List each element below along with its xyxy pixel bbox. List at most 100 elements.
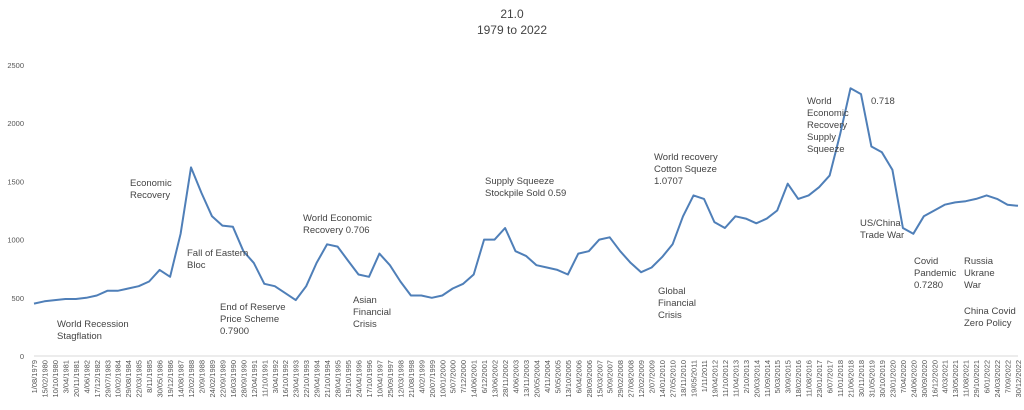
y-tick-label: 1500 [7,177,24,186]
x-tick-label: 22/10/1993 [302,360,311,398]
x-tick-label: 24/03/2022 [993,360,1002,398]
annotation: China Covid [964,306,1016,317]
annotation: Crisis [353,319,377,330]
annotation: World Economic [303,213,372,224]
x-tick-label: 11/08/2021 [962,360,971,397]
x-tick-label: 23/04/1993 [292,360,301,398]
x-tick-label: 13/06/2002 [491,360,500,398]
data-line [33,87,1019,305]
annotation: Stagflation [57,331,102,342]
x-tick-label: 17/10/1996 [365,360,374,398]
x-tick-label: 10/01/2000 [438,360,447,398]
annotation: Squeeze [807,144,845,155]
x-tick-label: 6/04/2006 [574,360,583,393]
x-tick-label: 27/05/2010 [669,360,678,398]
x-tick-label: 25/09/1997 [386,360,395,398]
x-tick-label: 2/09/1988 [197,360,206,393]
annotation: Russia [964,256,994,267]
x-tick-label: 30/12/2022 [1014,360,1023,398]
x-tick-label: 18/11/2010 [679,360,688,397]
x-tick-label: 29/08/1984 [124,360,133,398]
x-tick-label: 3/04/1981 [61,360,70,393]
x-tick-label: 6/12/2001 [480,360,489,393]
x-tick-label: 4/11/2004 [543,360,552,393]
x-tick-label: 12/04/1991 [250,360,259,398]
x-tick-label: 4/06/2003 [512,360,521,393]
x-tick-label: 16/03/1990 [229,360,238,398]
annotation: Recovery 0.706 [303,225,370,236]
x-tick-label: 7/04/2020 [899,360,908,393]
y-tick-label: 1000 [7,236,24,245]
annotation: Supply [807,132,836,143]
x-tick-label: 20/05/2004 [532,360,541,398]
x-tick-label: 14/08/1987 [177,360,186,398]
x-tick-label: 28/04/1995 [334,360,343,398]
annotation: Pandemic [914,268,956,279]
x-tick-label: 5/05/2005 [553,360,562,393]
x-tick-label: 18/02/2016 [794,360,803,398]
x-tick-label: 20/11/1981 [72,360,81,397]
y-tick-label: 2500 [7,61,24,70]
x-tick-label: 19/05/2011 [689,360,698,397]
x-tick-label: 1/11/2011 [700,360,709,392]
annotation: World Recession [57,319,129,330]
annotation: Financial [658,298,696,309]
annotation: 0.7900 [220,326,249,337]
x-tick-label: 28/09/2006 [585,360,594,398]
x-tick-label: 21/06/2018 [847,360,856,398]
y-tick-label: 2000 [7,119,24,128]
x-tick-label: 22/09/1989 [218,360,227,398]
x-tick-label: 14/06/2001 [470,360,479,398]
x-tick-label: 13/11/2003 [522,360,531,397]
x-tick-label: 14/01/2010 [658,360,667,398]
x-tick-label: 24/06/2020 [909,360,918,398]
x-tick-label: 21/08/1998 [407,360,416,398]
annotation: Cotton Squeze [654,164,717,175]
x-tick-label: 4/06/1982 [82,360,91,393]
annotation: Global [658,286,685,297]
annotation: US/China [860,218,901,229]
annotation: 0.7280 [914,280,943,291]
x-tick-label: 11/01/2018 [836,360,845,397]
x-tick-label: 10/04/1997 [375,360,384,398]
annotation: Covid [914,256,938,267]
x-tick-label: 29/02/2008 [616,360,625,398]
x-tick-label: 12/03/1998 [396,360,405,398]
annotation: Trade War [860,230,904,241]
x-tick-label: 6/07/2017 [826,360,835,393]
chart-subtitle: 1979 to 2022 [477,23,547,37]
annotation: Economic [807,108,849,119]
x-tick-label: 7/12/2000 [459,360,468,393]
x-tick-label: 19/12/1986 [166,360,175,398]
annotation: Bloc [187,260,206,271]
x-tick-label: 16/10/1992 [281,360,290,398]
x-tick-label: 4/03/2021 [941,360,950,393]
x-tick-label: 17/12/1982 [93,360,102,398]
chart-title: 21.0 [500,7,524,21]
annotation: 1.0707 [654,176,683,187]
x-tick-label: 12/02/2009 [637,360,646,398]
annotation: Financial [353,307,391,318]
x-tick-label: 10/02/1984 [114,360,123,398]
x-tick-label: 5/09/2007 [606,360,615,393]
x-tick-label: 19/04/2012 [710,360,719,398]
x-tick-label: 30/11/2018 [857,360,866,397]
x-tick-label: 11/08/2016 [805,360,814,397]
x-tick-label: 24/02/1989 [208,360,217,398]
x-tick-label: 29/07/1983 [103,360,112,398]
x-tick-label: 16/12/2020 [930,360,939,398]
x-tick-label: 29/10/2021 [972,360,981,398]
y-tick-label: 500 [11,294,24,303]
x-tick-label: 11/10/1991 [260,360,269,397]
x-tick-label: 11/09/2014 [763,360,772,397]
x-tick-label: 4/02/1999 [417,360,426,393]
x-tick-label: 23/01/2020 [888,360,897,398]
x-tick-label: 19/10/1995 [344,360,353,398]
y-tick-label: 0 [20,352,24,361]
x-tick-label: 13/05/2021 [951,360,960,398]
annotation: Recovery [807,120,847,131]
x-tick-label: 15/03/2007 [595,360,604,398]
x-tick-label: 3/09/2015 [784,360,793,393]
annotation: Asian [353,295,377,306]
